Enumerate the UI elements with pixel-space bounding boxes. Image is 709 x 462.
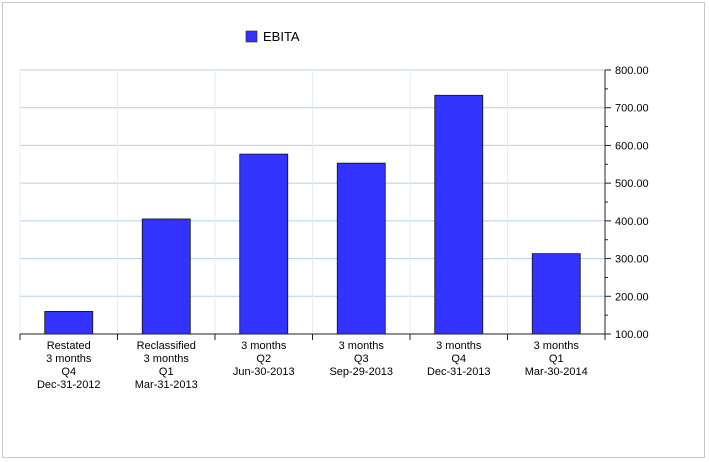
x-label-0-line-2: Q4 bbox=[61, 366, 76, 378]
x-label-1: Reclassified 3 months Q1 Mar-31-2013 bbox=[135, 340, 198, 391]
y-tick-label-4: 500.00 bbox=[615, 178, 649, 190]
x-label-0-line-3: Dec-31-2012 bbox=[37, 379, 101, 391]
x-label-3-line-0: 3 months bbox=[339, 340, 385, 352]
x-label-0-line-1: 3 months bbox=[46, 353, 92, 365]
x-label-4-line-2: Dec-31-2013 bbox=[427, 366, 491, 378]
x-label-1-line-3: Mar-31-2013 bbox=[135, 379, 198, 391]
x-label-2-line-2: Jun-30-2013 bbox=[233, 366, 295, 378]
x-label-2-line-1: Q2 bbox=[256, 353, 271, 365]
x-label-5-line-2: Mar-30-2014 bbox=[525, 366, 588, 378]
y-axis-ticks: 100.00 200.00 300.00 400.00 500.00 600.00 700.… bbox=[605, 65, 649, 341]
bar-1 bbox=[141, 218, 191, 335]
y-tick-label-5: 600.00 bbox=[615, 140, 649, 152]
legend: EBITA bbox=[245, 29, 300, 44]
bar-3 bbox=[336, 162, 386, 335]
x-label-5-line-1: Q1 bbox=[549, 353, 564, 365]
x-label-2-line-0: 3 months bbox=[241, 340, 287, 352]
x-label-4-line-1: Q4 bbox=[451, 353, 466, 365]
bars bbox=[44, 94, 581, 335]
bar-5 bbox=[531, 253, 581, 335]
y-tick-label-3: 400.00 bbox=[615, 216, 649, 228]
grid-lines bbox=[19, 69, 606, 334]
x-label-1-line-1: 3 months bbox=[144, 353, 190, 365]
y-tick-label-2: 300.00 bbox=[615, 254, 649, 266]
x-label-3-line-1: Q3 bbox=[354, 353, 369, 365]
x-label-4-line-0: 3 months bbox=[436, 340, 482, 352]
x-label-0: Restated 3 months Q4 Dec-31-2012 bbox=[37, 340, 101, 391]
x-label-2: 3 months Q2 Jun-30-2013 bbox=[233, 340, 295, 378]
y-tick-label-0: 100.00 bbox=[615, 329, 649, 341]
x-label-5-line-0: 3 months bbox=[534, 340, 580, 352]
x-label-3: 3 months Q3 Sep-29-2013 bbox=[329, 340, 393, 378]
legend-swatch-ebita bbox=[245, 30, 258, 43]
bar-2 bbox=[239, 153, 289, 335]
x-label-4: 3 months Q4 Dec-31-2013 bbox=[427, 340, 491, 378]
x-label-3-line-2: Sep-29-2013 bbox=[329, 366, 393, 378]
legend-label-ebita: EBITA bbox=[263, 29, 300, 44]
y-tick-label-1: 200.00 bbox=[615, 291, 649, 303]
x-label-1-line-0: Reclassified bbox=[137, 340, 196, 352]
bar-4 bbox=[434, 94, 484, 335]
y-tick-label-7: 800.00 bbox=[615, 65, 649, 77]
x-axis-labels: Restated 3 months Q4 Dec-31-2012Reclassifie… bbox=[37, 340, 588, 391]
x-label-0-line-0: Restated bbox=[47, 340, 91, 352]
bar-0 bbox=[44, 310, 94, 335]
x-label-1-line-2: Q1 bbox=[159, 366, 174, 378]
y-tick-label-6: 700.00 bbox=[615, 103, 649, 115]
x-label-5: 3 months Q1 Mar-30-2014 bbox=[525, 340, 588, 378]
